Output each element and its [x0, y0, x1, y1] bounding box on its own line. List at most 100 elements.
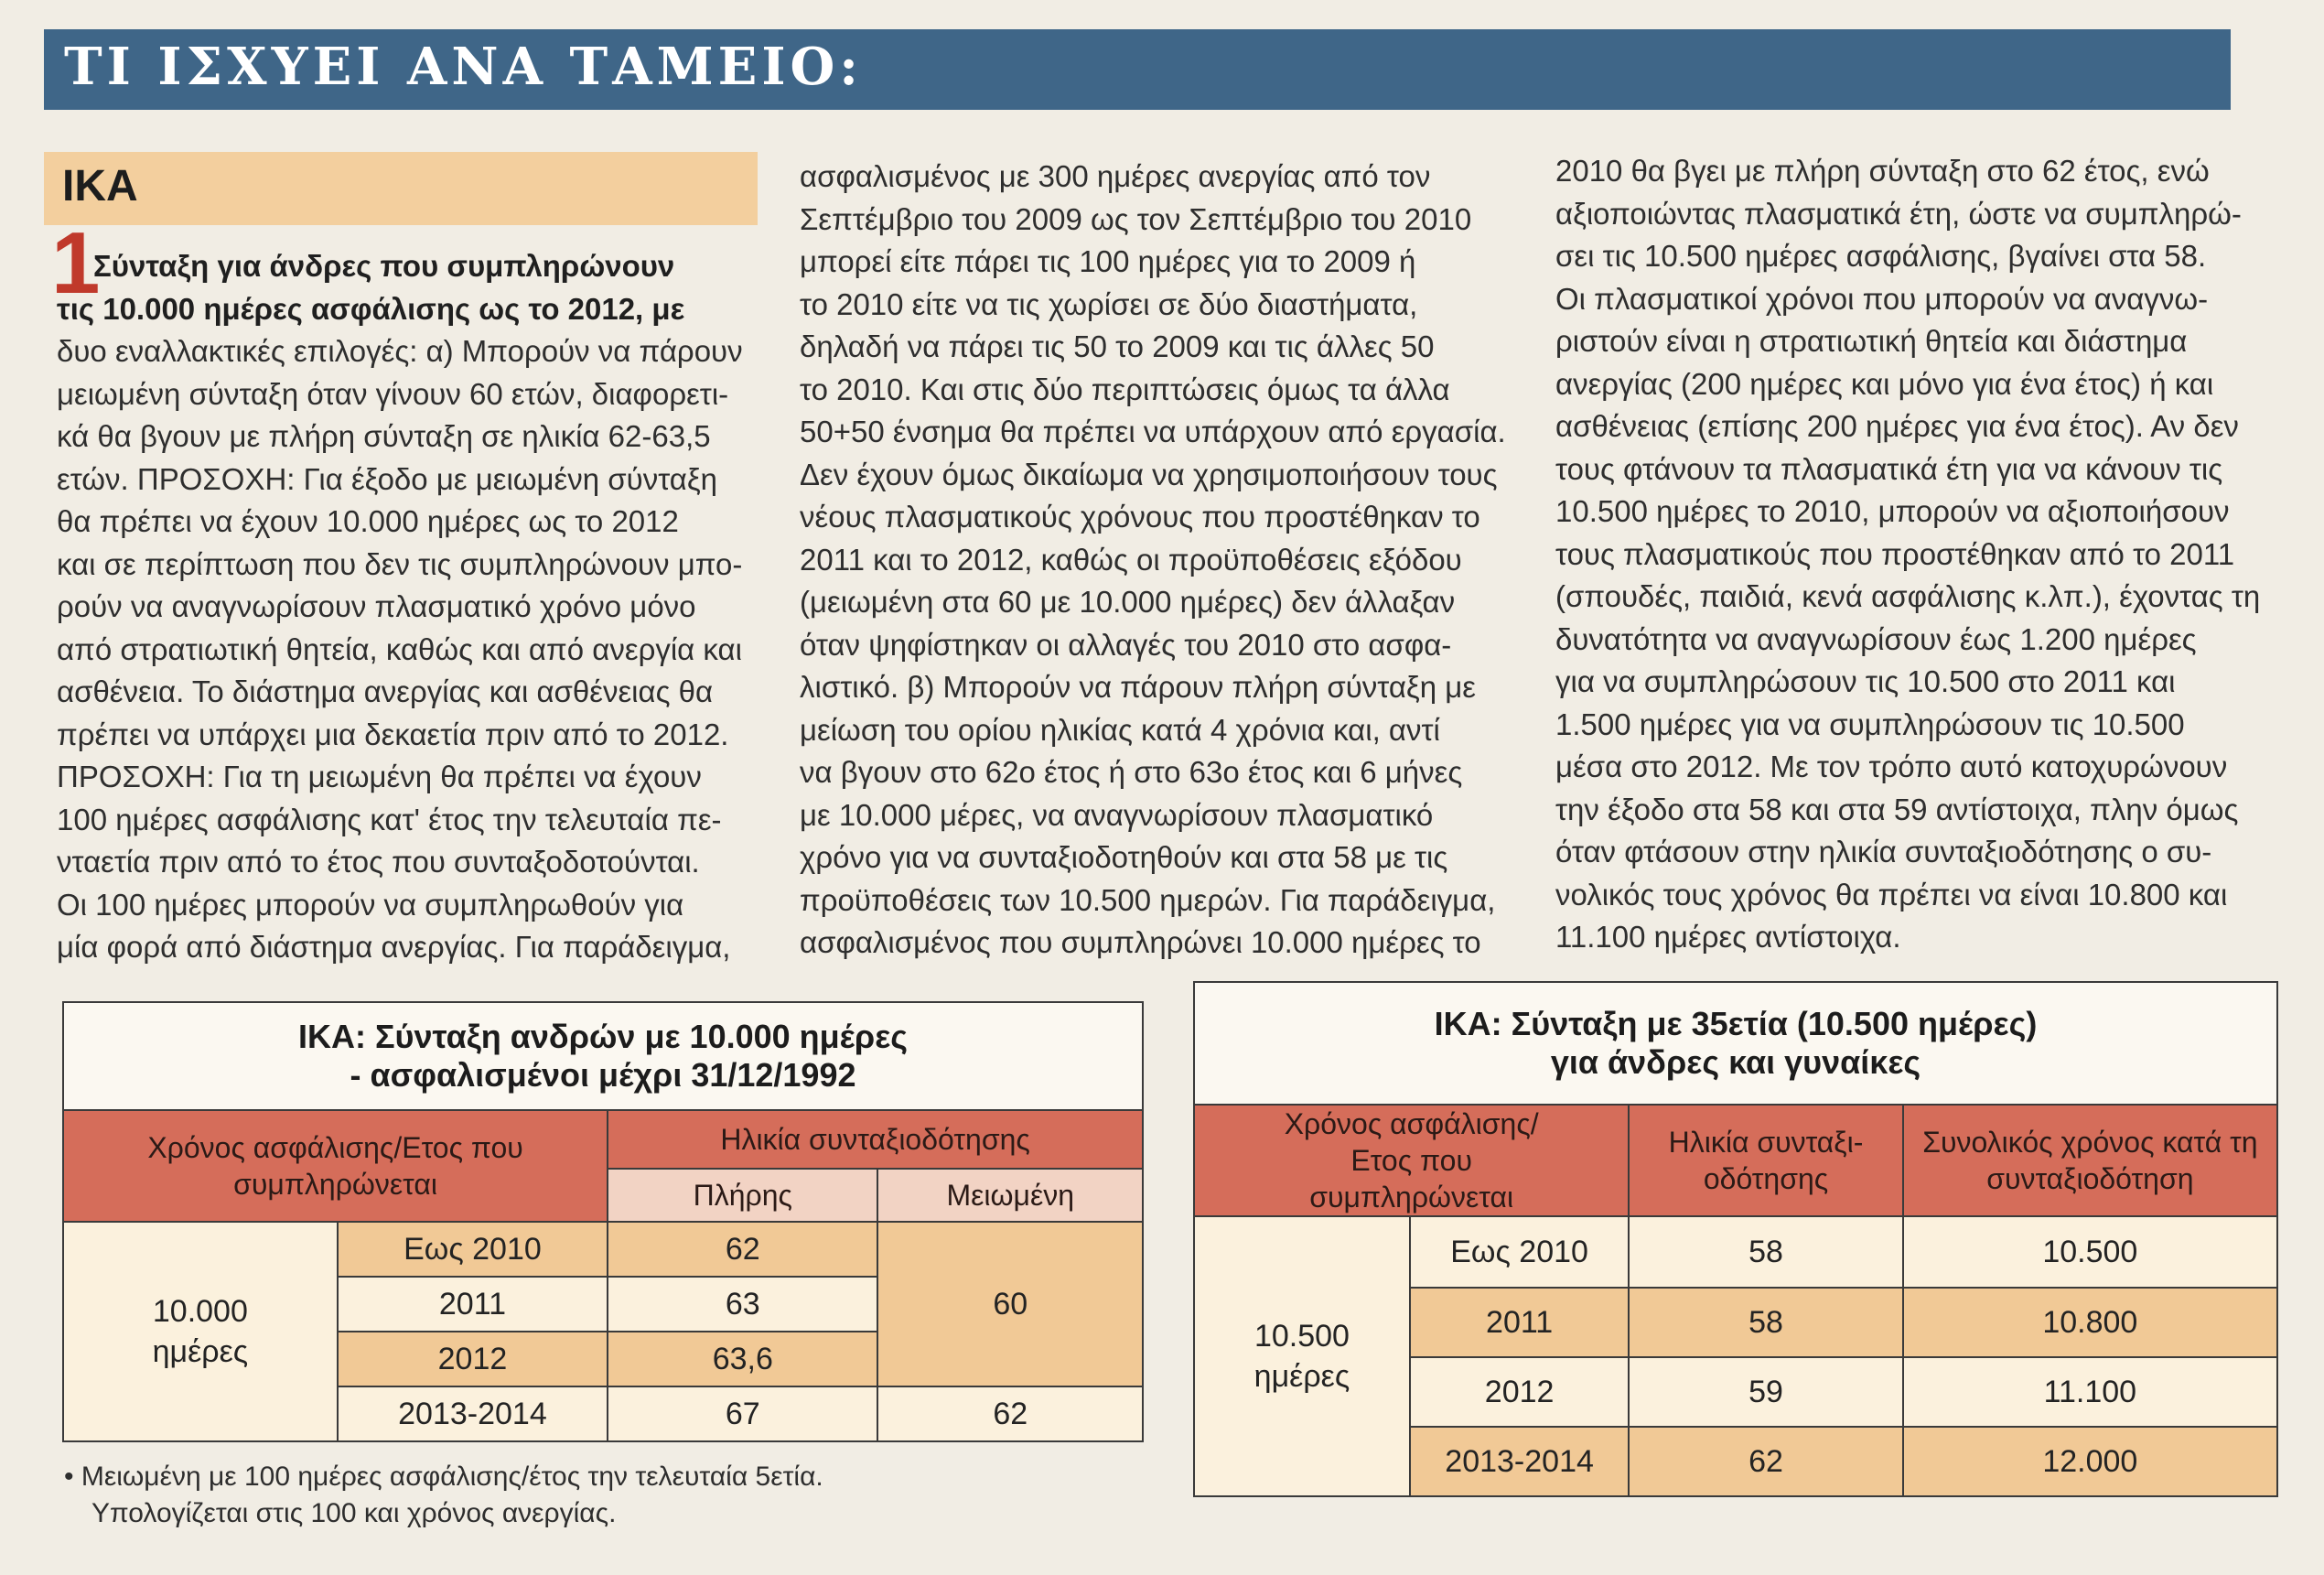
table2-header-insurance-year: Χρόνος ασφάλισης/ Ετος που συμπληρώνεται	[1192, 1104, 1630, 1217]
article-line: και σε περίπτωση που δεν τις συμπληρώνου…	[57, 546, 743, 581]
article-line: μέσα στο 2012. Με τον τρόπο αυτό κατοχυρ…	[1555, 750, 2228, 783]
table2-row-age: 58	[1628, 1215, 1904, 1289]
article-line: αξιοποιώντας πλασματικά έτη, ώστε να συμ…	[1555, 196, 2242, 231]
table1-group-label: 10.000 ημέρες	[62, 1221, 339, 1442]
article-line: 2011 και το 2012, καθώς οι προϋποθέσεις …	[800, 542, 1462, 577]
table1-title: ΙΚΑ: Σύνταξη ανδρών με 10.000 ημέρες - α…	[62, 1001, 1144, 1111]
article-line: 100 ημέρες ασφάλισης κατ' έτος την τελευ…	[57, 802, 722, 836]
article-line: Δεν έχουν όμως δικαίωμα να χρησιμοποιήσο…	[800, 457, 1498, 491]
table1-title-line2: - ασφαλισμένοι μέχρι 31/12/1992	[350, 1056, 856, 1094]
article-line: ετών. ΠΡΟΣΟΧΗ: Για έξοδο με μειωμένη σύν…	[57, 461, 717, 496]
article-line: πρέπει να υπάρχει μια δεκαετία πριν από …	[57, 717, 729, 751]
table1-title-line1: ΙΚΑ: Σύνταξη ανδρών με 10.000 ημέρες	[297, 1018, 909, 1055]
article-line: με 10.000 μέρες, να αναγνωρίσουν πλασματ…	[800, 797, 1434, 832]
article-line: Σύνταξη για άνδρες που συμπληρώνουν	[93, 249, 675, 283]
banner-title: ΤΙ ΙΣΧΥΕΙ ΑΝΑ ΤΑΜΕΙΟ:	[64, 37, 863, 97]
footnote-line-1: • Μειωμένη με 100 ημέρες ασφάλισης/έτος …	[64, 1462, 823, 1492]
article-line: Οι πλασματικοί χρόνοι που μπορούν να ανα…	[1555, 281, 2209, 316]
article-line: κά θα βγουν με πλήρη σύνταξη σε ηλικία 6…	[57, 419, 711, 453]
article-line: λιστικό. β) Μπορούν να πάρουν πλήρη σύντ…	[800, 670, 1476, 704]
table2-row-year: 2011	[1408, 1287, 1630, 1358]
table2-row-total: 10.800	[1901, 1287, 2279, 1358]
ika-section-header: ΙΚΑ	[44, 152, 758, 225]
article-line: ΠΡΟΣΟΧΗ: Για τη μειωμένη θα πρέπει να έχ…	[57, 760, 702, 793]
table1-row-full: 63	[607, 1276, 879, 1332]
table2-row-year: Εως 2010	[1408, 1215, 1630, 1289]
table-ika-men-10000: ΙΚΑ: Σύνταξη ανδρών με 10.000 ημέρες - α…	[61, 1001, 1144, 1442]
table1-row-year: Εως 2010	[336, 1221, 609, 1278]
article-line: μπορεί είτε πάρει τις 100 ημέρες για το …	[800, 244, 1416, 278]
article-line: ρούν να αναγνωρίσουν πλασματικό χρόνο μό…	[57, 589, 696, 623]
section-banner: ΤΙ ΙΣΧΥΕΙ ΑΝΑ ΤΑΜΕΙΟ:	[44, 29, 2231, 110]
table1-header-full: Πλήρης	[607, 1168, 879, 1223]
article-line: σει τις 10.500 ημέρες ασφάλισης, βγαίνει…	[1555, 239, 2207, 273]
article-line: τις 10.000 ημέρες ασφάλισης ως το 2012, …	[57, 291, 685, 326]
table1-header-reduced: Μειωμένη	[877, 1168, 1144, 1223]
article-line: νταετία πριν από το έτος που συνταξοδοτο…	[57, 845, 700, 879]
table2-title: ΙΚΑ: Σύνταξη με 35ετία (10.500 ημέρες) γ…	[1193, 981, 2278, 1106]
item-number: 1	[51, 214, 101, 312]
table2-title-line2: για άνδρες και γυναίκες	[1550, 1043, 1921, 1081]
article-line: την έξοδο στα 58 και στα 59 αντίστοιχα, …	[1555, 792, 2239, 826]
table1-row-full: 63,6	[607, 1331, 879, 1387]
table2-row-total: 11.100	[1901, 1356, 2279, 1428]
table-ika-35-years: ΙΚΑ: Σύνταξη με 35ετία (10.500 ημέρες) γ…	[1192, 981, 2279, 1497]
table2-row-age: 59	[1628, 1356, 1904, 1428]
article-line: προϋποθέσεις των 10.500 ημερών. Για παρά…	[800, 882, 1496, 917]
article-line: δηλαδή να πάρει τις 50 το 2009 και τις ά…	[800, 329, 1435, 363]
article-line: (μειωμένη στα 60 με 10.000 ημέρες) δεν ά…	[800, 585, 1456, 619]
article-line: δυνατότητα να αναγνωρίσουν έως 1.200 ημέ…	[1555, 621, 2197, 656]
table2-header-retirement-age: Ηλικία συνταξι- οδότησης	[1628, 1104, 1904, 1217]
article-line: τους φτάνουν τα πλασματικά έτη για να κά…	[1555, 451, 2223, 486]
article-line: να βγουν στο 62ο έτος ή στο 63ο έτος και…	[800, 755, 1463, 789]
table1-row-year: 2013-2014	[336, 1386, 609, 1442]
article-line: ασθένειας (επίσης 200 ημέρες για ένα έτο…	[1555, 409, 2239, 443]
table1-reduced-merged: 60	[877, 1221, 1144, 1387]
table1-row-year: 2011	[336, 1276, 609, 1332]
article-line: μία φορά από διάστημα ανεργίας. Για παρά…	[57, 930, 731, 964]
article-column-2: ασφαλισμένος με 300 ημέρες ανεργίας από …	[800, 156, 1513, 965]
article-line: 2010 θα βγει με πλήρη σύνταξη στο 62 έτο…	[1555, 154, 2210, 188]
article-line: θα πρέπει να έχουν 10.000 ημέρες ως το 2…	[57, 504, 679, 538]
table2-row-total: 10.500	[1901, 1215, 2279, 1289]
article-line: όταν φτάσουν στην ηλικία συνταξιοδότησης…	[1555, 835, 2212, 868]
article-line: (σπουδές, παιδιά, κενά ασφάλισης κ.λπ.),…	[1555, 579, 2261, 613]
article-column-1: Σύνταξη για άνδρες που συμπληρώνουν τις 1…	[57, 245, 754, 969]
ika-section-label: ΙΚΑ	[62, 162, 138, 210]
table2-row-total: 12.000	[1901, 1426, 2279, 1497]
article-line: 1.500 ημέρες για να συμπληρώσουν τις 10.…	[1555, 707, 2185, 741]
article-line: μείωση του ορίου ηλικίας κατά 4 χρόνια κ…	[800, 712, 1440, 747]
table2-title-line1: ΙΚΑ: Σύνταξη με 35ετία (10.500 ημέρες)	[1434, 1005, 2038, 1042]
article-line: ασφαλισμένος με 300 ημέρες ανεργίας από …	[800, 159, 1431, 193]
table2-row-age: 62	[1628, 1426, 1904, 1497]
table1-footnote: • Μειωμένη με 100 ημέρες ασφάλισης/έτος …	[64, 1459, 1071, 1532]
table1-row-year: 2012	[336, 1331, 609, 1387]
table1-header-retirement-age: Ηλικία συνταξιοδότησης	[607, 1109, 1144, 1170]
article-line: 11.100 ημέρες αντίστοιχα.	[1555, 920, 1901, 954]
article-line: 10.500 ημέρες το 2010, μπορούν να αξιοπο…	[1555, 494, 2230, 528]
article-line: Σεπτέμβριο του 2009 ως τον Σεπτέμβριο το…	[800, 201, 1472, 236]
table1-row-full: 62	[607, 1221, 879, 1278]
article-line: όταν ψηφίστηκαν οι αλλαγές του 2010 στο …	[800, 627, 1452, 662]
article-line: τους πλασματικούς που προστέθηκαν από το…	[1555, 536, 2235, 571]
table2-group-label: 10.500 ημέρες	[1193, 1215, 1411, 1497]
article-line: ανεργίας (200 ημέρες και μόνο για ένα έτ…	[1555, 366, 2214, 401]
article-line: 50+50 ένσημα θα πρέπει να υπάρχουν από ε…	[800, 415, 1506, 448]
article-line: νέους πλασματικούς χρόνους που προστέθηκ…	[800, 500, 1480, 534]
article-line: ασθένεια. Το διάστημα ανεργίας και ασθέν…	[57, 674, 714, 708]
article-line: χρόνο για να συνταξιοδοτηθούν και στα 58…	[800, 840, 1448, 874]
article-line: ασφαλισμένος που συμπληρώνει 10.000 ημέρ…	[800, 925, 1481, 959]
article-line: δυο εναλλακτικές επιλογές: α) Μπορούν να…	[57, 334, 743, 368]
table1-reduced-last: 62	[877, 1386, 1144, 1442]
article-line: νολικός τους χρόνος θα πρέπει να είναι 1…	[1555, 877, 2228, 912]
article-column-3: 2010 θα βγει με πλήρη σύνταξη στο 62 έτο…	[1555, 150, 2269, 959]
article-line: από στρατιωτική θητεία, καθώς και από αν…	[57, 631, 742, 666]
article-line: μειωμένη σύνταξη όταν γίνουν 60 ετών, δι…	[57, 376, 729, 411]
article-line: Οι 100 ημέρες μπορούν να συμπληρωθούν γι…	[57, 887, 684, 922]
table2-header-total-time: Συνολικός χρόνος κατά τη συνταξιοδότηση	[1901, 1104, 2279, 1217]
table2-row-year: 2012	[1408, 1356, 1630, 1428]
article-line: το 2010 είτε να τις χωρίσει σε δύο διαστ…	[800, 286, 1418, 321]
article-line: ριστούν είναι η στρατιωτική θητεία και δ…	[1555, 324, 2188, 358]
table1-header-insurance-year: Χρόνος ασφάλισης/Ετος που συμπληρώνεται	[61, 1109, 609, 1223]
article-line: για να συμπληρώσουν τις 10.500 στο 2011 …	[1555, 664, 2176, 698]
